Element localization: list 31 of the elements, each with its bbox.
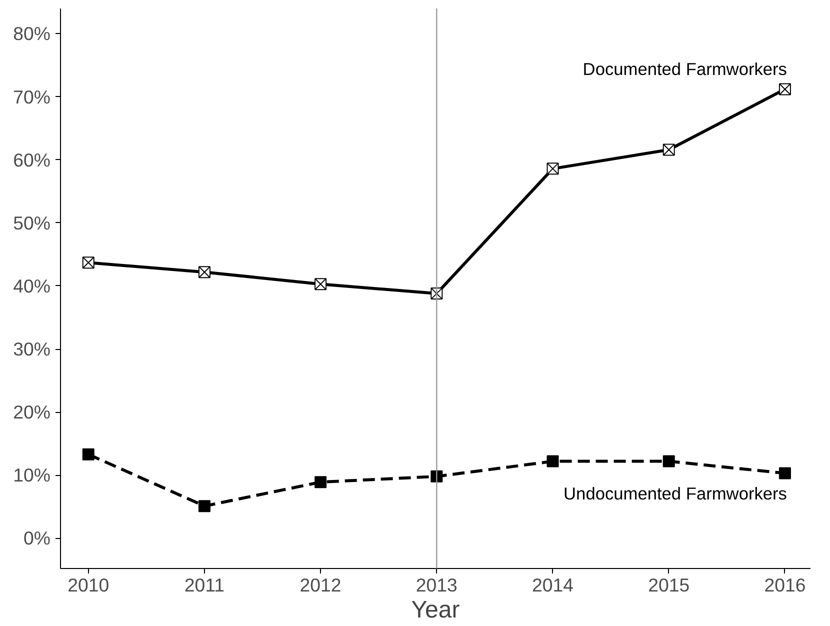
y-tick-label: 60% (13, 149, 51, 170)
series-label: Undocumented Farmworkers (564, 483, 788, 504)
y-tick-label: 20% (13, 402, 51, 423)
y-tick-label: 0% (24, 528, 51, 549)
x-tick-label: 2013 (416, 574, 458, 596)
point (778, 467, 791, 480)
point (82, 256, 94, 269)
x-tick-label: 2011 (184, 574, 225, 596)
point (778, 83, 791, 96)
x-tick-label: 2016 (764, 574, 806, 596)
point (198, 500, 210, 512)
point (82, 448, 94, 460)
x-tick-label: 2012 (300, 574, 342, 596)
y-tick-label: 50% (13, 212, 51, 234)
y-tick-label: 10% (13, 464, 51, 486)
x-tick-label: 2015 (648, 574, 690, 596)
y-tick-label: 80% (13, 23, 51, 44)
series-label: Documented Farmworkers (582, 59, 788, 80)
point (198, 266, 210, 278)
point (314, 278, 327, 290)
point (662, 455, 675, 468)
point (546, 455, 559, 468)
y-tick-label: 70% (13, 86, 51, 108)
x-axis-title: Year (411, 596, 460, 624)
y-tick-label: 40% (13, 275, 51, 296)
x-tick-label: 2014 (532, 574, 574, 596)
point (546, 162, 559, 175)
point (662, 144, 675, 156)
point (314, 476, 327, 488)
x-tick-label: 2010 (68, 574, 110, 596)
y-tick-label: 30% (13, 338, 51, 360)
